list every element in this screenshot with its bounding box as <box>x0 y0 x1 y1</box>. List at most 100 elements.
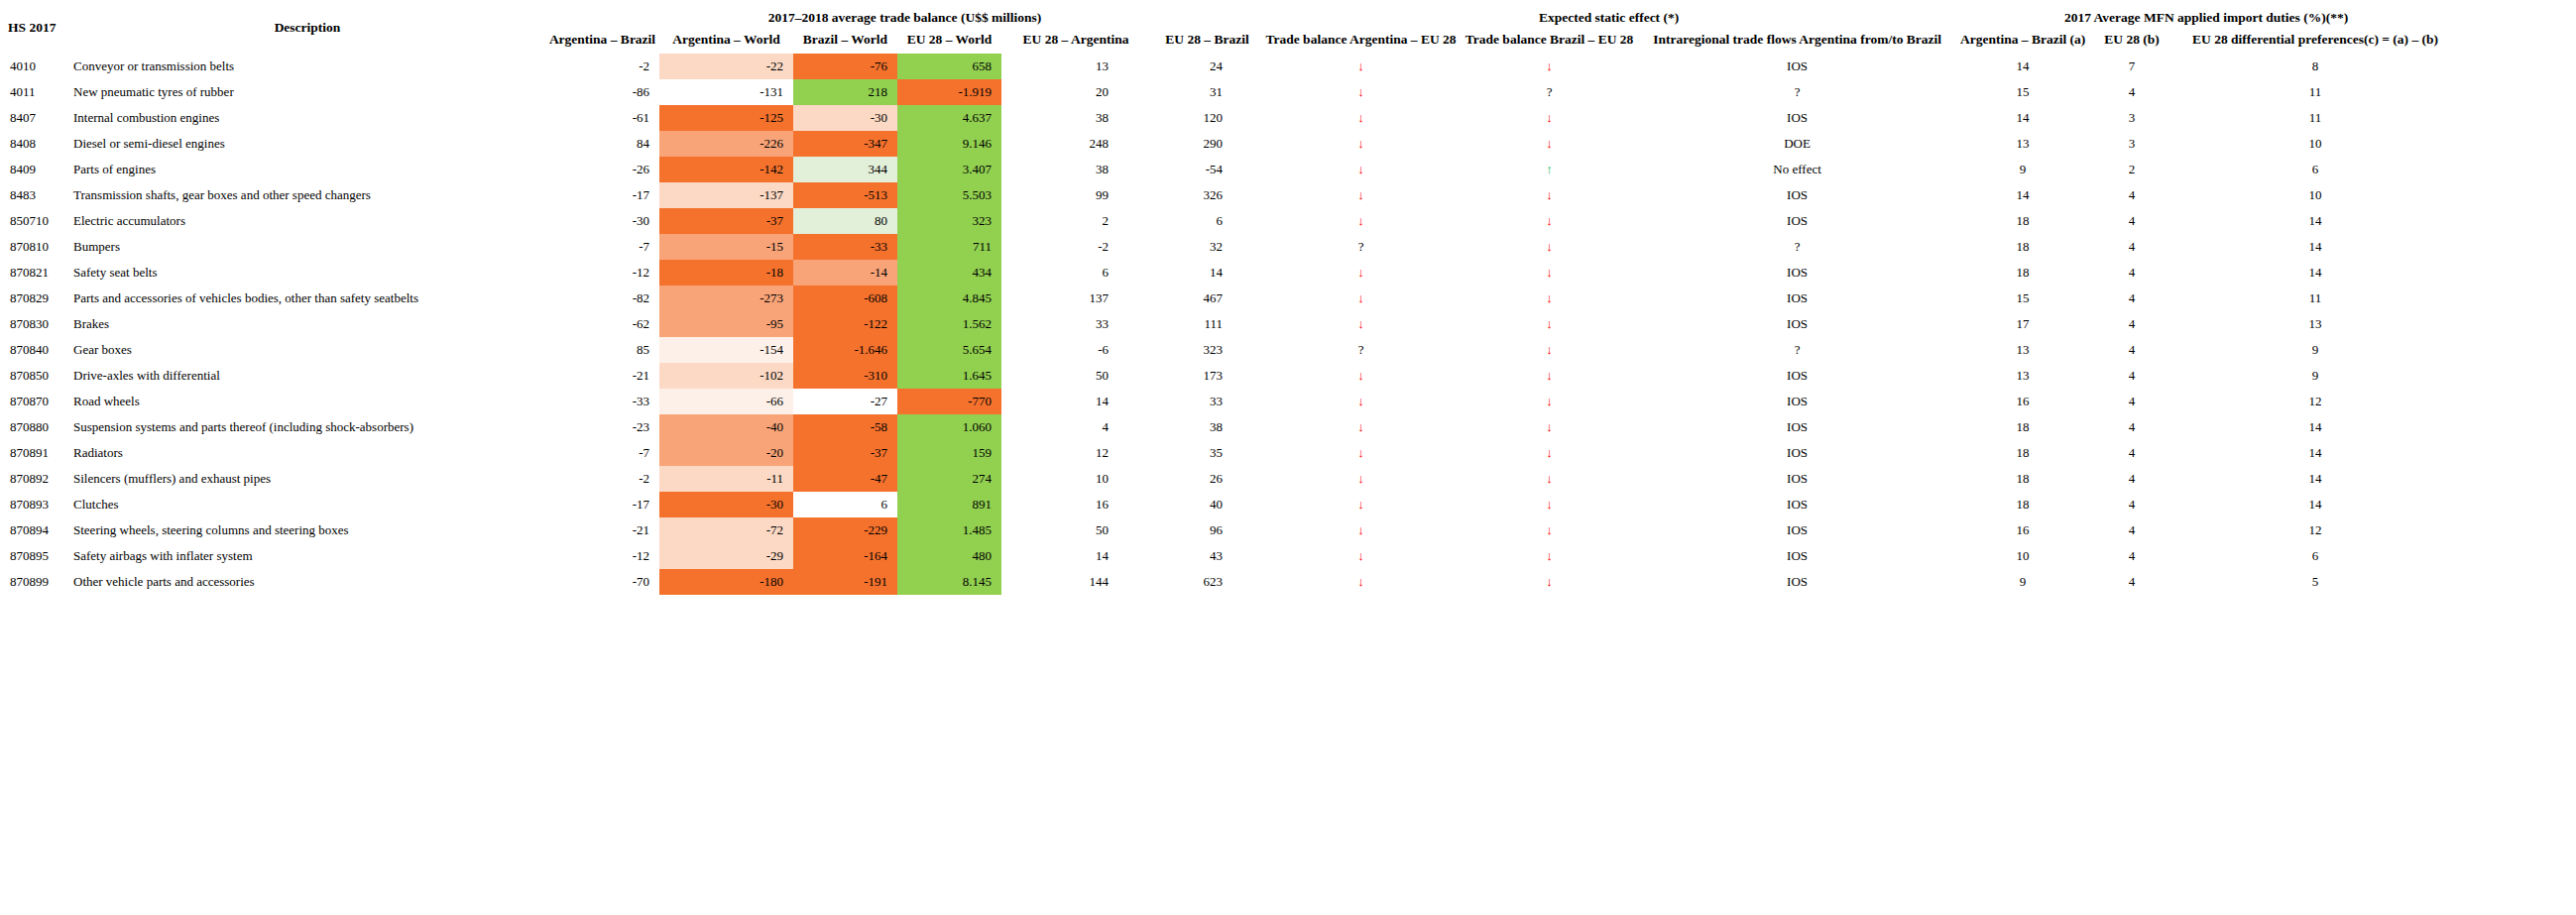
duty-argentina-brazil-cell: 18 <box>1953 440 2092 466</box>
question-mark: ? <box>1547 84 1553 99</box>
effect-trade-balance-argentina-eu28-cell: ↓ <box>1264 492 1458 517</box>
eu28-brazil-balance-cell: 623 <box>1150 569 1264 595</box>
intraregional-trade-flows-cell: DOE <box>1641 131 1953 157</box>
duty-argentina-brazil-cell: 13 <box>1953 131 2092 157</box>
eu28-argentina-balance-cell: 16 <box>1001 492 1150 517</box>
duty-argentina-brazil-cell: 14 <box>1953 182 2092 208</box>
effect-trade-balance-argentina-eu28-cell: ↓ <box>1264 260 1458 286</box>
duty-differential-preferences-cell: 9 <box>2171 363 2459 389</box>
duty-eu28-cell: 7 <box>2092 54 2171 79</box>
intraregional-trade-flows-cell: IOS <box>1641 363 1953 389</box>
eu28-argentina-balance-cell: 99 <box>1001 182 1150 208</box>
effect-trade-balance-brazil-eu28-cell: ↓ <box>1458 286 1641 311</box>
effect-trade-balance-brazil-eu28-cell: ↓ <box>1458 389 1641 414</box>
eu28-world-balance-cell: 658 <box>897 54 1001 79</box>
eu28-world-balance-cell: 8.145 <box>897 569 1001 595</box>
duty-differential-preferences-cell: 14 <box>2171 414 2459 440</box>
intraregional-trade-flows-cell: IOS <box>1641 286 1953 311</box>
duty-differential-preferences-cell: 14 <box>2171 440 2459 466</box>
argentina-brazil-balance-cell: -2 <box>545 466 659 492</box>
subheader-eu28-brazil: EU 28 – Brazil <box>1150 26 1264 54</box>
eu28-world-balance-cell: -1.919 <box>897 79 1001 105</box>
effect-trade-balance-brazil-eu28-cell: ↓ <box>1458 131 1641 157</box>
duty-argentina-brazil-cell: 18 <box>1953 208 2092 234</box>
hs-code-cell: 8408 <box>0 131 69 157</box>
down-arrow-icon: ↓ <box>1546 239 1553 254</box>
eu28-argentina-balance-cell: 2 <box>1001 208 1150 234</box>
intraregional-trade-flows-cell: ? <box>1641 337 1953 363</box>
table-row: 8409Parts of engines-26-1423443.40738-54… <box>0 157 2459 182</box>
subheader-eu28-argentina: EU 28 – Argentina <box>1001 26 1150 54</box>
intraregional-trade-flows-cell: IOS <box>1641 105 1953 131</box>
brazil-world-balance-cell: -191 <box>793 569 897 595</box>
description-cell: Brakes <box>69 311 545 337</box>
effect-trade-balance-argentina-eu28-cell: ↓ <box>1264 105 1458 131</box>
argentina-brazil-balance-cell: -61 <box>545 105 659 131</box>
effect-trade-balance-brazil-eu28-cell: ↓ <box>1458 414 1641 440</box>
argentina-world-balance-cell: -66 <box>659 389 793 414</box>
description-cell: Electric accumulators <box>69 208 545 234</box>
eu28-argentina-balance-cell: 50 <box>1001 517 1150 543</box>
duty-argentina-brazil-cell: 9 <box>1953 157 2092 182</box>
hs-code-cell: 8407 <box>0 105 69 131</box>
eu28-brazil-balance-cell: 290 <box>1150 131 1264 157</box>
duty-differential-preferences-cell: 11 <box>2171 105 2459 131</box>
description-cell: Parts and accessories of vehicles bodies… <box>69 286 545 311</box>
description-cell: Safety airbags with inflater system <box>69 543 545 569</box>
argentina-world-balance-cell: -72 <box>659 517 793 543</box>
effect-trade-balance-argentina-eu28-cell: ↓ <box>1264 54 1458 79</box>
down-arrow-icon: ↓ <box>1546 110 1553 125</box>
eu28-world-balance-cell: 1.060 <box>897 414 1001 440</box>
duty-differential-preferences-cell: 10 <box>2171 131 2459 157</box>
subheader-eu28-world: EU 28 – World <box>897 26 1001 54</box>
hs-code-cell: 870840 <box>0 337 69 363</box>
duty-eu28-cell: 2 <box>2092 157 2171 182</box>
down-arrow-icon: ↓ <box>1357 445 1364 460</box>
up-arrow-icon: ↑ <box>1546 162 1553 176</box>
duty-eu28-cell: 4 <box>2092 260 2171 286</box>
eu28-argentina-balance-cell: 14 <box>1001 389 1150 414</box>
duty-argentina-brazil-cell: 15 <box>1953 79 2092 105</box>
table-row: 870829Parts and accessories of vehicles … <box>0 286 2459 311</box>
table-row: 870892Silencers (mufflers) and exhaust p… <box>0 466 2459 492</box>
intraregional-trade-flows-cell: IOS <box>1641 311 1953 337</box>
brazil-world-balance-cell: 80 <box>793 208 897 234</box>
argentina-brazil-balance-cell: -17 <box>545 182 659 208</box>
duty-eu28-cell: 4 <box>2092 569 2171 595</box>
description-cell: Steering wheels, steering columns and st… <box>69 517 545 543</box>
hs-code-cell: 870894 <box>0 517 69 543</box>
subheader-duty-eu28-differential-preferences: EU 28 differential preferences(c) = (a) … <box>2171 26 2459 54</box>
eu28-brazil-balance-cell: 6 <box>1150 208 1264 234</box>
eu28-world-balance-cell: 434 <box>897 260 1001 286</box>
hs-code-cell: 4010 <box>0 54 69 79</box>
effect-trade-balance-argentina-eu28-cell: ? <box>1264 234 1458 260</box>
brazil-world-balance-cell: -1.646 <box>793 337 897 363</box>
header-group-duties: 2017 Average MFN applied import duties (… <box>1953 2 2459 26</box>
duty-differential-preferences-cell: 6 <box>2171 543 2459 569</box>
subheader-argentina-world: Argentina – World <box>659 26 793 54</box>
description-cell: Parts of engines <box>69 157 545 182</box>
duty-eu28-cell: 4 <box>2092 440 2171 466</box>
argentina-brazil-balance-cell: -12 <box>545 260 659 286</box>
hs-code-cell: 870810 <box>0 234 69 260</box>
effect-trade-balance-argentina-eu28-cell: ? <box>1264 337 1458 363</box>
eu28-brazil-balance-cell: 32 <box>1150 234 1264 260</box>
argentina-world-balance-cell: -40 <box>659 414 793 440</box>
header-description: Description <box>69 2 545 54</box>
hs-code-cell: 870893 <box>0 492 69 517</box>
down-arrow-icon: ↓ <box>1357 58 1364 73</box>
argentina-world-balance-cell: -29 <box>659 543 793 569</box>
duty-differential-preferences-cell: 11 <box>2171 79 2459 105</box>
down-arrow-icon: ↓ <box>1546 290 1553 305</box>
argentina-world-balance-cell: -95 <box>659 311 793 337</box>
effect-trade-balance-brazil-eu28-cell: ↓ <box>1458 311 1641 337</box>
down-arrow-icon: ↓ <box>1546 445 1553 460</box>
duty-argentina-brazil-cell: 13 <box>1953 337 2092 363</box>
eu28-argentina-balance-cell: 13 <box>1001 54 1150 79</box>
table-row: 870894Steering wheels, steering columns … <box>0 517 2459 543</box>
eu28-world-balance-cell: 1.485 <box>897 517 1001 543</box>
eu28-brazil-balance-cell: 35 <box>1150 440 1264 466</box>
argentina-world-balance-cell: -273 <box>659 286 793 311</box>
down-arrow-icon: ↓ <box>1357 419 1364 434</box>
effect-trade-balance-brazil-eu28-cell: ↓ <box>1458 569 1641 595</box>
